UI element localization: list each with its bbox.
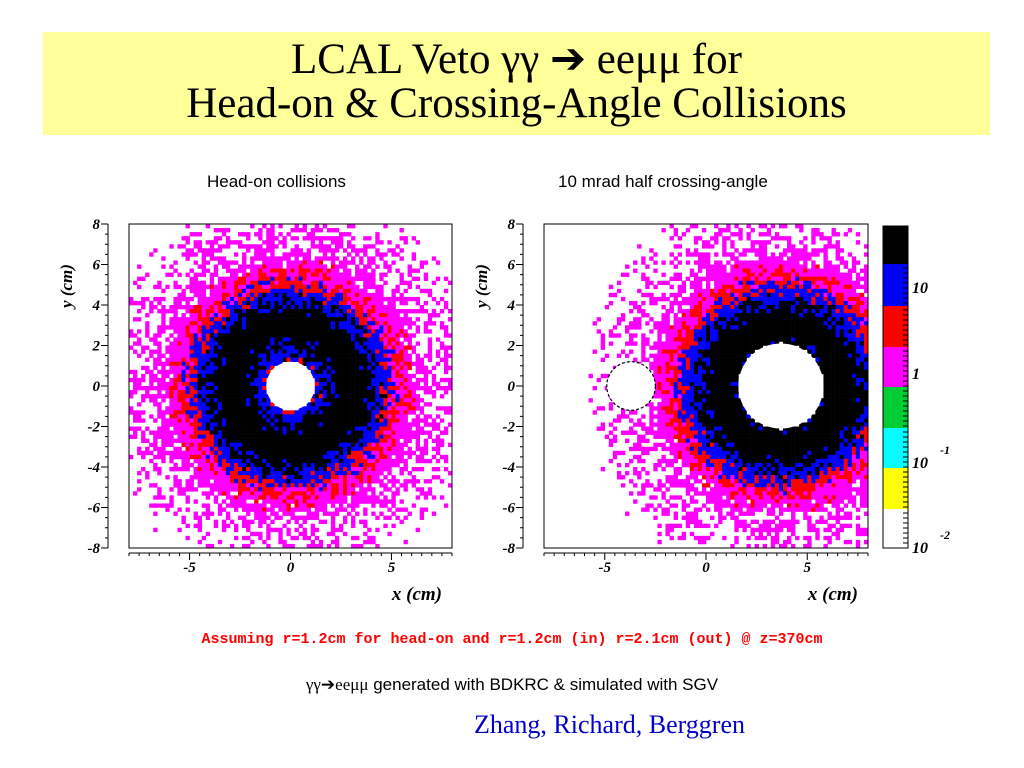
colorbar-segment: [883, 306, 908, 347]
colorbar-segment: [883, 387, 908, 428]
slide-title-line-2: Head-on & Crossing-Angle Collisions: [186, 80, 847, 127]
colorbar-exponent: -1: [940, 443, 950, 457]
x-axis-label: x (cm): [391, 584, 442, 605]
x-tick-label: 5: [388, 560, 396, 576]
y-tick-label: -8: [88, 541, 101, 557]
colorbar-segment: [883, 428, 908, 468]
assumption-note: Assuming r=1.2cm for head-on and r=1.2cm…: [201, 631, 823, 648]
y-tick-label: 2: [92, 339, 101, 355]
beam-hole-1: [738, 343, 824, 429]
title-banner: LCAL Veto γγ ➔ eeμμ for Head-on & Crossi…: [43, 32, 990, 135]
colorbar-label: 10: [912, 540, 928, 557]
y-axis-label: y (cm): [57, 264, 76, 310]
y-tick-label: 2: [507, 339, 516, 355]
y-tick-label: -6: [503, 501, 516, 517]
heatmap-cells: [588, 224, 869, 549]
heatmap-cells: [129, 224, 453, 549]
y-tick-label: 8: [93, 217, 101, 233]
y-tick-label: 8: [508, 217, 516, 233]
generation-note: γγ➔eeμμ generated with BDKRC & simulated…: [0, 675, 1024, 695]
left-plot-title: Head-on collisions: [207, 172, 346, 191]
y-tick-label: 0: [508, 379, 516, 395]
y-tick-label: -2: [88, 420, 101, 436]
colorbar-frame: [882, 225, 909, 549]
x-tick-label: -5: [599, 560, 612, 576]
y-tick-label: -6: [88, 501, 101, 517]
plot-frame: [128, 223, 453, 549]
x-tick-label: -5: [183, 560, 196, 576]
head-on-heatmap: 8 6 4 2 0 -2 -4 -6 -8 y (cm) -5 0 5 x (cm): [57, 217, 453, 605]
y-tick-label: -4: [88, 460, 101, 476]
plot-frame: [543, 223, 869, 549]
colorbar-label: 10: [912, 455, 928, 472]
y-tick-label: -2: [503, 420, 516, 436]
x-tick-label: 0: [702, 560, 710, 576]
colorbar-segment: [883, 347, 908, 387]
right-plot-title: 10 mrad half crossing-angle: [558, 172, 768, 191]
colorbar: 10 1 10 -1 10 -2: [882, 225, 950, 557]
x-axis-label: x (cm): [807, 584, 858, 605]
colorbar-segment: [883, 468, 908, 509]
process-symbols: γγ➔eeμμ: [305, 675, 369, 694]
y-tick-label: 0: [93, 379, 101, 395]
slide-title-line-1: LCAL Veto γγ ➔ eeμμ for: [291, 36, 742, 83]
y-tick-label: -8: [503, 541, 516, 557]
y-tick-label: 6: [508, 258, 516, 274]
y-tick-label: 6: [93, 258, 101, 274]
y-tick-label: 4: [507, 298, 516, 314]
incoming-beam-hole-0: [606, 361, 656, 411]
colorbar-label: 10: [912, 280, 928, 297]
beam-hole-0: [266, 361, 315, 411]
y-tick-label: 4: [92, 298, 101, 314]
x-tick-label: 5: [804, 560, 812, 576]
colorbar-segment: [883, 264, 908, 306]
colorbar-exponent: -2: [940, 528, 950, 542]
x-tick-label: 0: [287, 560, 295, 576]
crossing-angle-heatmap: 8 6 4 2 0 -2 -4 -6 -8 y (cm) -5 0 5 x (cm): [472, 217, 869, 605]
generation-text: generated with BDKRC & simulated with SG…: [368, 675, 719, 694]
y-tick-label: -4: [503, 460, 516, 476]
colorbar-label: 1: [912, 366, 920, 383]
authors: Zhang, Richard, Berggren: [474, 710, 745, 739]
y-axis-label: y (cm): [472, 264, 491, 310]
